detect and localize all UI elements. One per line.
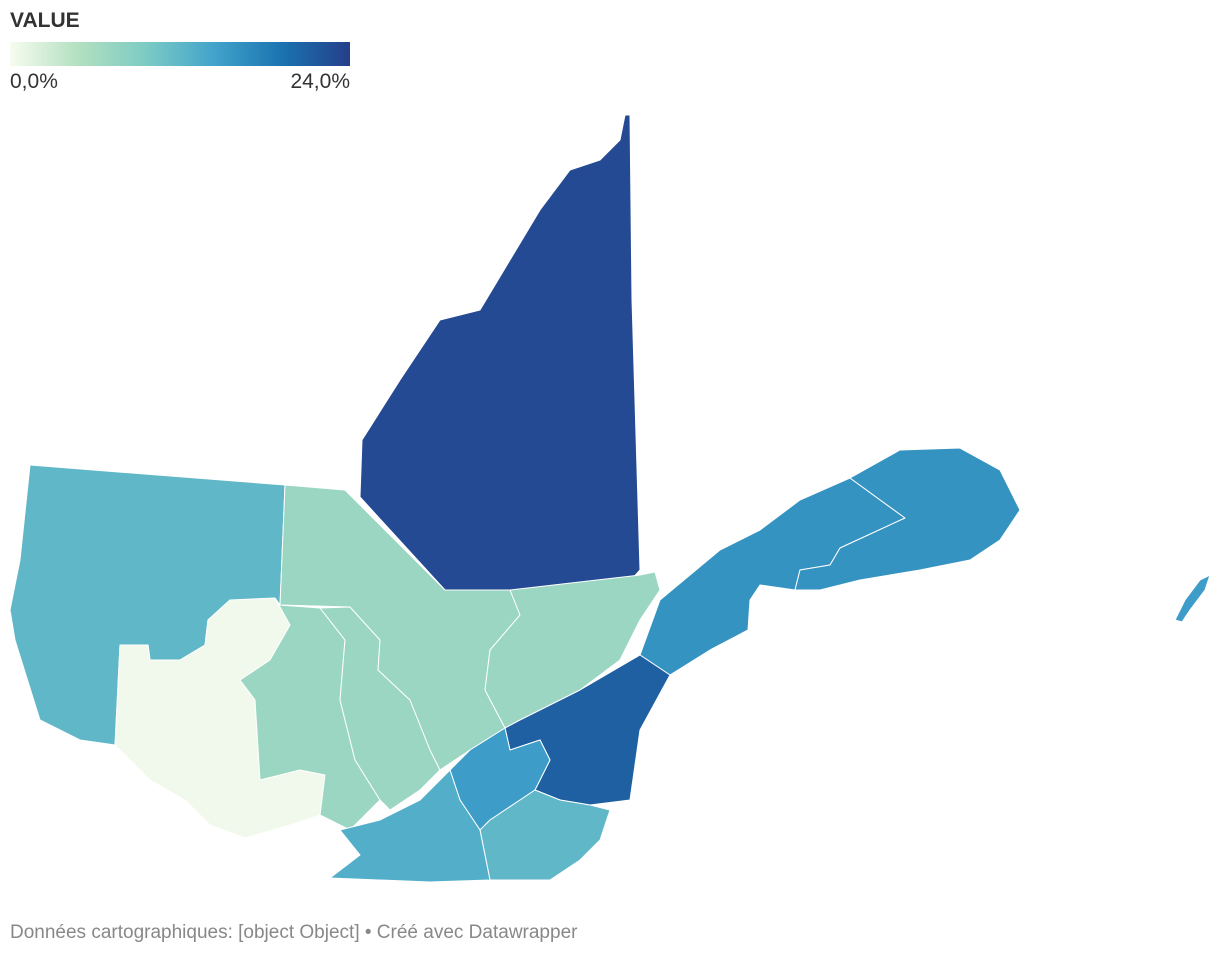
footer: Données cartographiques: [object Object]… — [10, 922, 578, 943]
legend-min: 0,0% — [10, 70, 58, 93]
legend-gradient — [10, 42, 350, 66]
region[interactable] — [329, 769, 491, 883]
legend-max: 24,0% — [290, 70, 350, 93]
region[interactable] — [1174, 574, 1211, 623]
region[interactable] — [794, 447, 1021, 591]
regions — [9, 114, 1211, 883]
legend-title: VALUE — [10, 9, 80, 32]
region[interactable] — [359, 114, 641, 593]
